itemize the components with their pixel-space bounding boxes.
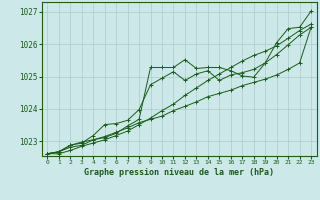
X-axis label: Graphe pression niveau de la mer (hPa): Graphe pression niveau de la mer (hPa) bbox=[84, 168, 274, 177]
